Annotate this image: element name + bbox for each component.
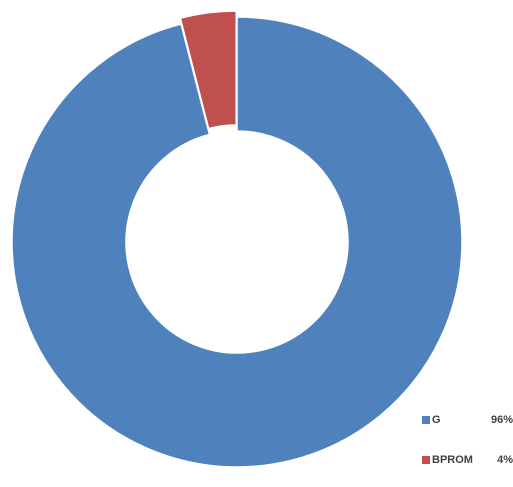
legend-swatch-g	[422, 416, 430, 424]
donut-slice-g	[11, 16, 463, 468]
donut-slice-bprom	[179, 10, 237, 130]
legend-label-bprom: BPROM	[432, 454, 473, 466]
legend-label-g: G	[432, 414, 441, 426]
legend-value-g: 96%	[490, 414, 513, 426]
legend-value-bprom: 4%	[497, 454, 513, 466]
legend-swatch-bprom	[422, 456, 430, 464]
legend-item-bprom: BPROM 4%	[422, 450, 513, 470]
legend-item-g: G 96%	[422, 410, 513, 430]
chart-legend: G 96% BPROM 4%	[422, 410, 513, 470]
